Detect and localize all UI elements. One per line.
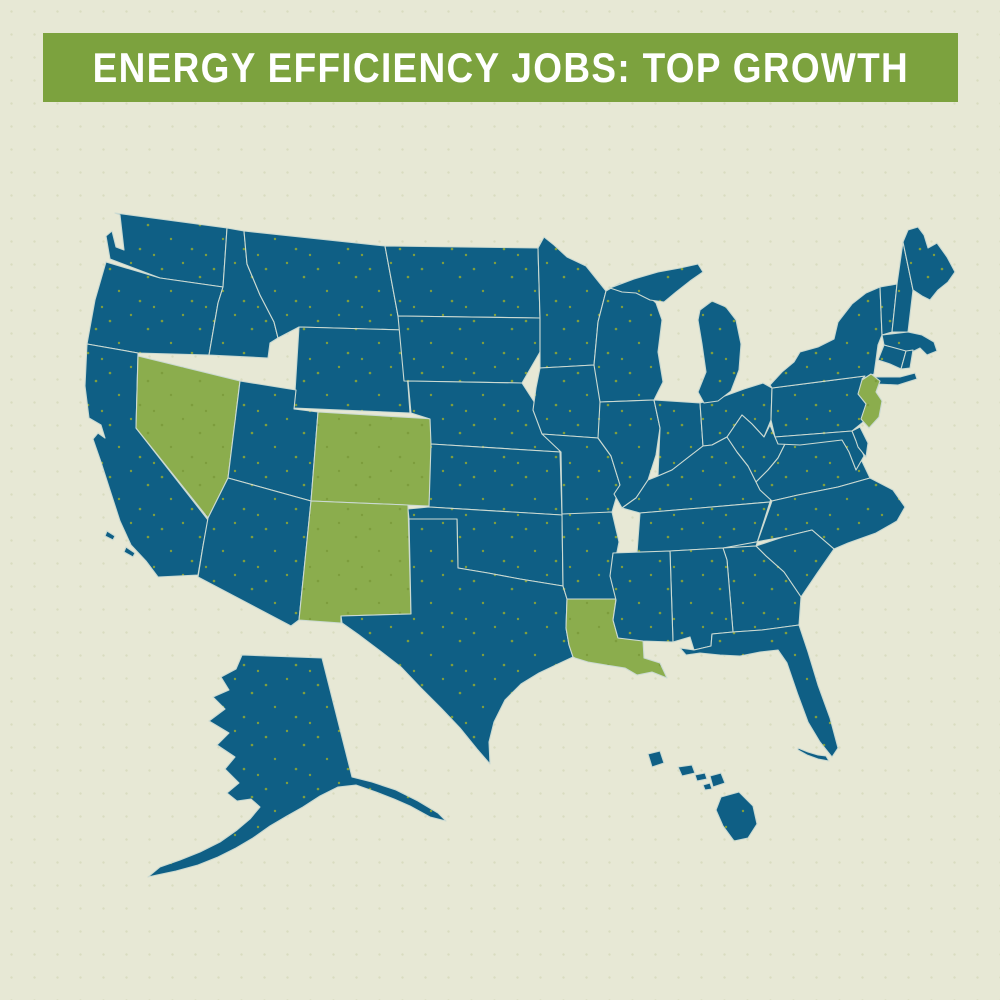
state-south-dakota xyxy=(397,315,541,384)
state-new-jersey xyxy=(857,373,883,429)
state-maine xyxy=(902,226,956,301)
state-mississippi xyxy=(609,550,674,643)
state-arkansas xyxy=(561,511,620,600)
state-texas xyxy=(340,518,574,765)
state-new-hampshire xyxy=(891,241,914,333)
state-north-dakota xyxy=(384,245,541,319)
state-delaware xyxy=(851,426,869,458)
state-connecticut xyxy=(877,344,907,370)
page-title: ENERGY EFFICIENCY JOBS: TOP GROWTH xyxy=(92,43,909,91)
state-new-mexico xyxy=(298,500,412,624)
state-kansas xyxy=(428,443,563,516)
state-colorado xyxy=(310,411,435,507)
state-alaska xyxy=(147,654,447,878)
state-hawaii xyxy=(647,750,758,842)
title-banner: ENERGY EFFICIENCY JOBS: TOP GROWTH xyxy=(43,33,958,102)
state-florida xyxy=(679,624,839,762)
state-rhode-island xyxy=(900,349,914,370)
state-michigan xyxy=(609,263,742,404)
state-wyoming xyxy=(293,326,411,414)
